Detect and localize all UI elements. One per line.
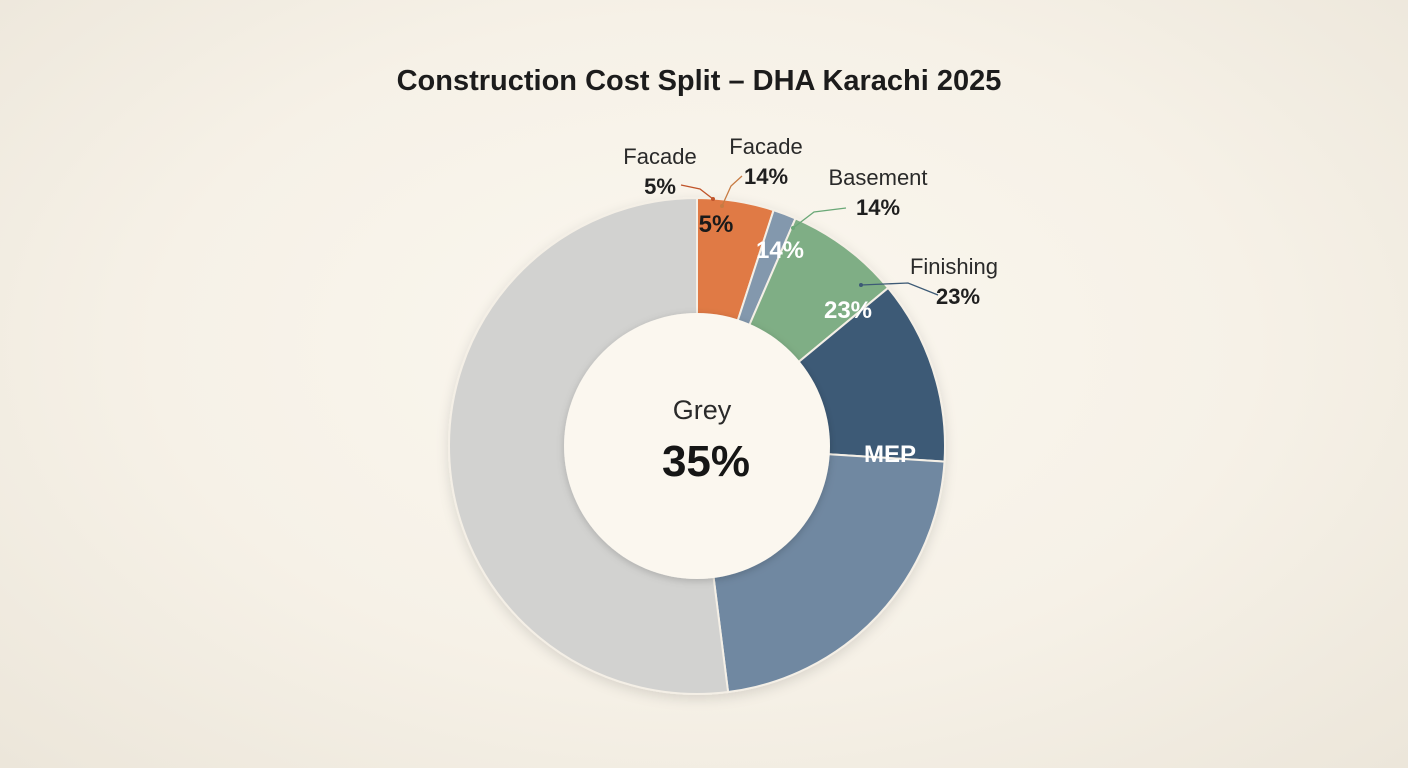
callout-name: Finishing	[910, 254, 998, 279]
callout-name: Basement	[828, 165, 927, 190]
callout-line	[721, 175, 743, 207]
callout-line	[792, 207, 847, 229]
callout-line	[680, 184, 714, 200]
chart-title: Construction Cost Split – DHA Karachi 20…	[397, 65, 1002, 97]
slice-inner-label: 23%	[824, 297, 872, 324]
slice-labels: 5% 14% 23% MEP Facade 5% Facade 14% Basement 14% F…	[623, 134, 998, 468]
center-label-name: Grey	[673, 395, 732, 425]
slice-inner-label: 14%	[756, 237, 804, 264]
center-label-value: 35%	[662, 437, 750, 486]
callout-dot	[711, 197, 715, 201]
slice-inner-label: 5%	[699, 211, 734, 238]
callout-dot	[859, 283, 863, 287]
callout-name: Facade	[623, 144, 696, 169]
slice-inner-label: MEP	[864, 441, 916, 468]
callout-value: 5%	[644, 174, 676, 199]
callout-value: 23%	[936, 284, 980, 309]
callout-dot	[791, 226, 795, 230]
callout-value: 14%	[856, 195, 900, 220]
callout-value: 14%	[744, 164, 788, 189]
callout-name: Facade	[729, 134, 802, 159]
donut-hole	[564, 313, 830, 579]
callout-dot	[720, 204, 724, 208]
callout-line	[860, 282, 939, 296]
